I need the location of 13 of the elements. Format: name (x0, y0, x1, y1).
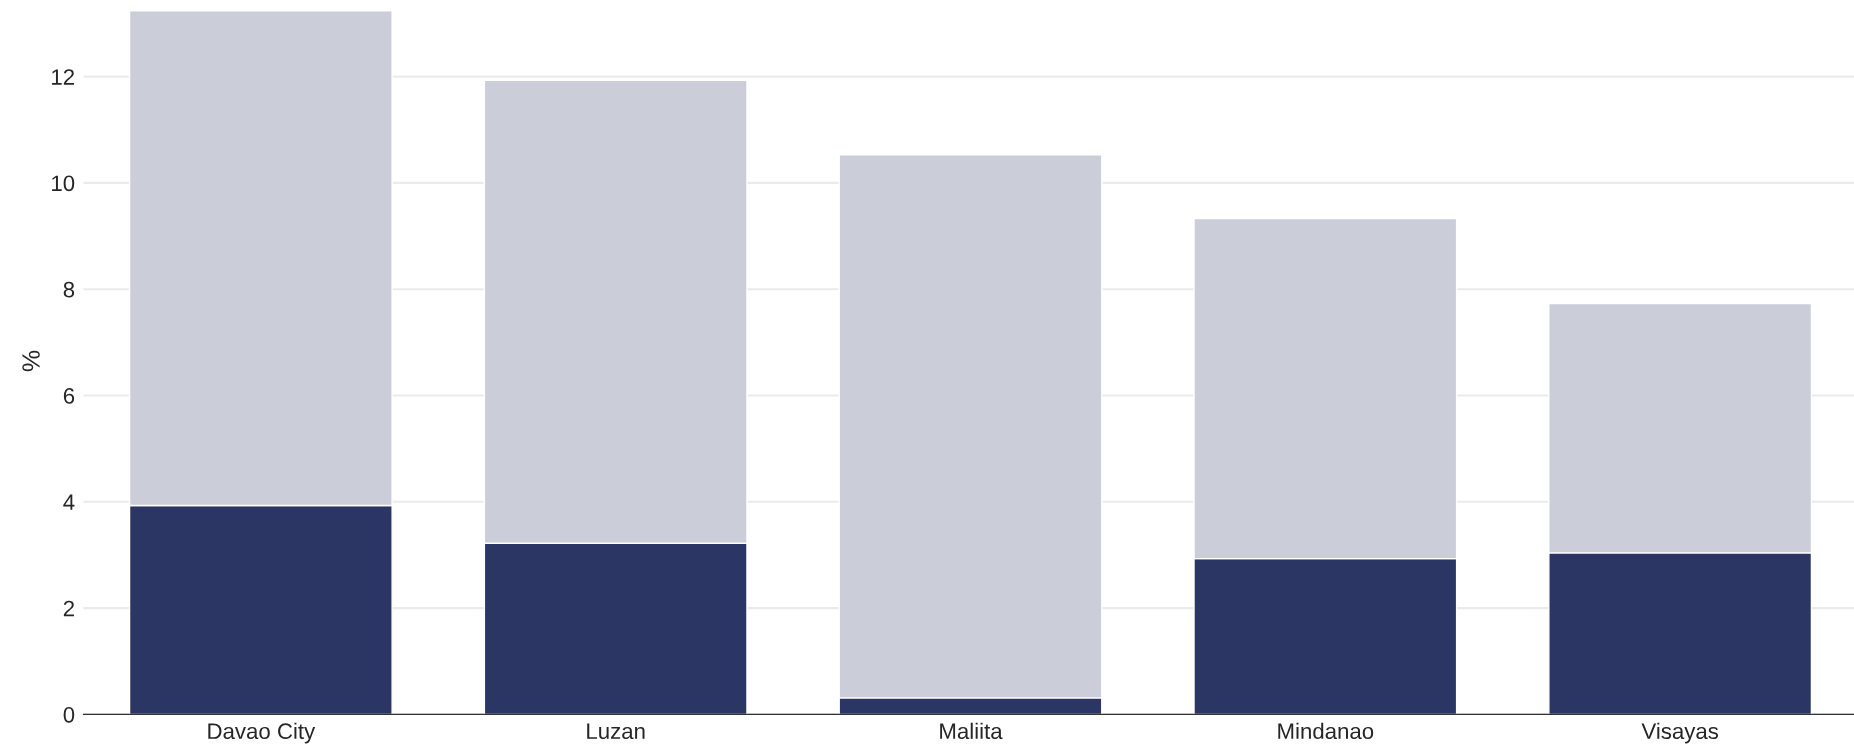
x-tick-label: Visayas (1641, 722, 1719, 744)
y-tick-label: 6 (63, 388, 75, 404)
y-axis-title: % (22, 350, 40, 372)
x-tick-label: Davao City (208, 722, 316, 744)
y-tick-label: 8 (63, 281, 75, 298)
y-tick-label: 10 (52, 175, 75, 192)
x-tick-label: Maliita (940, 722, 1003, 740)
y-tick-label: 12 (52, 69, 74, 85)
y-tick-label: 0 (63, 706, 75, 723)
x-tick-label: Luzan (587, 723, 645, 740)
y-tick-label: 4 (63, 494, 75, 510)
x-tick-label: Mindanao (1278, 722, 1374, 740)
y-tick-label: 2 (63, 600, 74, 617)
